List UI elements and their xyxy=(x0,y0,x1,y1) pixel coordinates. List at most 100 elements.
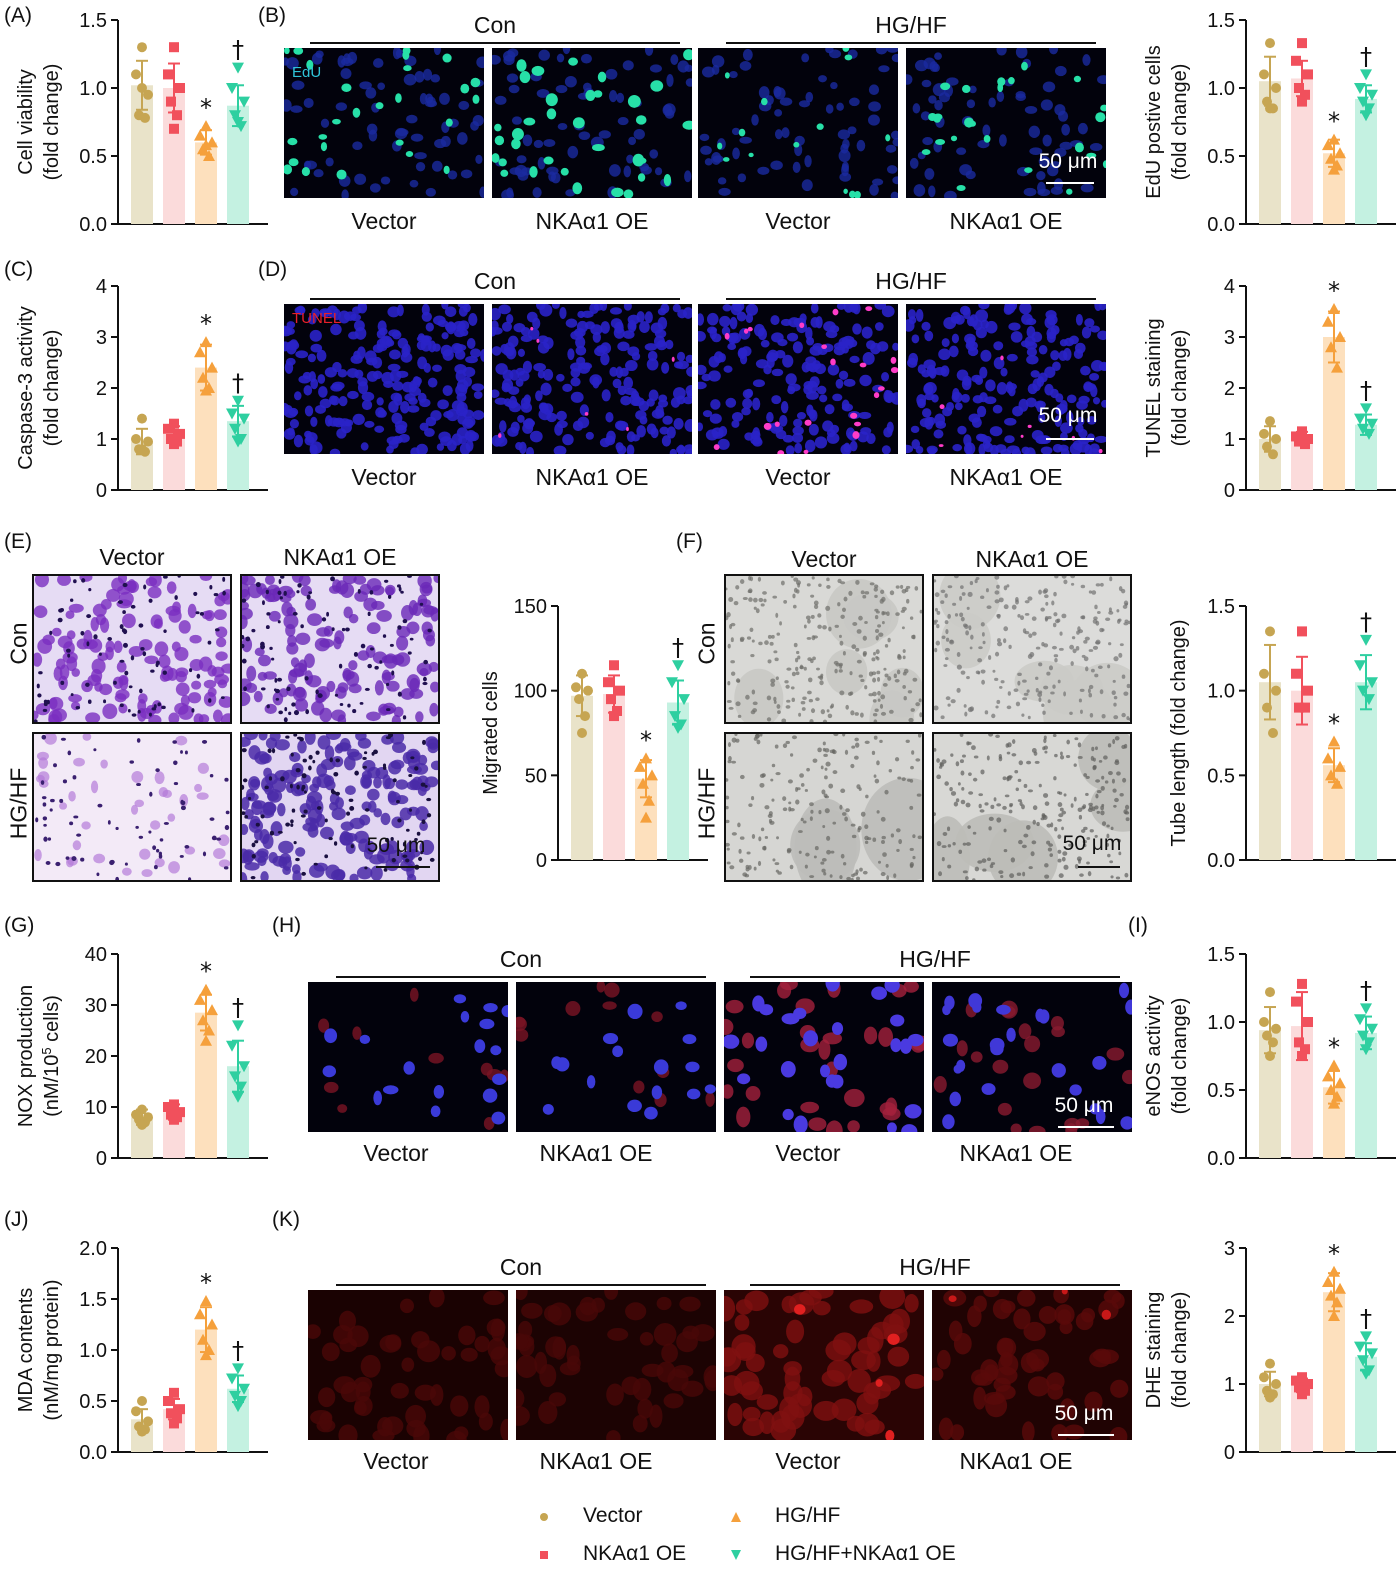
y-tick-label: 0.0 xyxy=(1207,850,1235,872)
micrograph-cell xyxy=(728,706,734,710)
micrograph-cell xyxy=(1042,746,1046,751)
significance-mark: * xyxy=(1328,1240,1340,1268)
micrograph-cell xyxy=(318,1387,336,1408)
tunel-image-con-oe xyxy=(492,304,692,454)
micrograph-cell xyxy=(764,805,770,810)
micrograph-cell xyxy=(986,857,991,862)
micrograph-cell xyxy=(766,352,778,363)
micrograph-cell xyxy=(391,412,403,425)
micrograph-cell xyxy=(936,758,940,763)
micrograph-cell xyxy=(492,1073,507,1085)
micrograph-cell xyxy=(1094,805,1099,810)
y-tick-label: 0.0 xyxy=(79,214,107,236)
micrograph-cell xyxy=(789,864,794,870)
micrograph-cell xyxy=(886,421,894,434)
micrograph-cell xyxy=(825,982,840,992)
micrograph-cell xyxy=(215,651,228,661)
micrograph-cell xyxy=(290,819,294,824)
micrograph-cell xyxy=(881,445,891,454)
micrograph-cell xyxy=(737,1073,751,1085)
micrograph-cell xyxy=(831,749,836,754)
data-point xyxy=(1262,1030,1272,1041)
legend: Vector NKAα1 OE HG/HF HG/HF+NKAα1 OE xyxy=(525,1500,1045,1570)
micrograph-cell xyxy=(1057,834,1062,839)
micrograph-cell xyxy=(385,736,391,740)
micrograph-cell xyxy=(960,799,966,805)
micrograph-cell xyxy=(338,663,343,669)
micrograph-cell xyxy=(517,348,525,358)
data-point xyxy=(1325,769,1337,781)
micrograph-cell xyxy=(841,607,846,613)
micrograph-cell xyxy=(996,803,1002,807)
micrograph-cell xyxy=(602,1001,617,1010)
micrograph-cell xyxy=(1006,705,1012,710)
micrograph-cell xyxy=(173,781,179,786)
micrograph-cell xyxy=(218,834,230,847)
micrograph-cell xyxy=(391,714,401,722)
micrograph-cell xyxy=(1100,785,1105,791)
data-point xyxy=(1297,978,1307,989)
micrograph-cell xyxy=(1101,1309,1112,1320)
micrograph-cell xyxy=(967,591,973,597)
micrograph-cell xyxy=(1004,794,1010,798)
micrograph-cell xyxy=(1064,1424,1085,1440)
micrograph-cell xyxy=(945,77,959,86)
micrograph-cell xyxy=(273,688,277,692)
micrograph-cell xyxy=(840,444,852,454)
micrograph-cell xyxy=(136,738,141,743)
label-oe: NKAα1 OE xyxy=(539,1140,653,1166)
micrograph-cell xyxy=(73,757,85,767)
micrograph-cell xyxy=(980,595,985,600)
micrograph-cell xyxy=(323,625,334,637)
micrograph-cell xyxy=(196,673,201,679)
micrograph-cell xyxy=(162,576,168,579)
micrograph-cell xyxy=(967,707,974,713)
micrograph-cell xyxy=(533,139,544,149)
micrograph-cell xyxy=(731,832,737,836)
micrograph-cell xyxy=(290,823,294,827)
micrograph-cell xyxy=(807,690,812,695)
micrograph-cell xyxy=(981,679,985,685)
micrograph-cell xyxy=(911,634,916,640)
micrograph-cell xyxy=(730,637,734,643)
micrograph-cell xyxy=(1107,743,1112,748)
micrograph-cell xyxy=(1026,689,1030,693)
micrograph-cell xyxy=(895,585,900,589)
micrograph-cell xyxy=(36,683,40,689)
micrograph-cell xyxy=(1004,435,1015,444)
panel-label-c: (C) xyxy=(4,258,34,281)
micrograph-cell xyxy=(409,808,412,812)
micrograph-cell xyxy=(293,710,300,716)
micrograph-cell xyxy=(536,88,550,98)
y-tick-label: 0.0 xyxy=(79,1442,107,1464)
micrograph-cell xyxy=(821,858,827,862)
micrograph-cell xyxy=(116,661,127,673)
micrograph-cell xyxy=(614,420,626,431)
data-point xyxy=(1322,1070,1334,1082)
micrograph-cell xyxy=(85,682,90,687)
micrograph-cell xyxy=(1077,756,1083,759)
micrograph-cell xyxy=(149,791,153,797)
data-point xyxy=(175,1107,185,1118)
micrograph-cell xyxy=(606,1383,624,1406)
micrograph-cell xyxy=(597,71,607,83)
micrograph-cell xyxy=(984,710,989,715)
data-point xyxy=(197,1014,209,1026)
micrograph-cell xyxy=(141,869,153,877)
micrograph-cell xyxy=(451,400,465,412)
micrograph-cell xyxy=(309,329,322,342)
micrograph-cell xyxy=(609,90,618,103)
bar xyxy=(195,367,217,490)
micrograph-cell xyxy=(529,166,538,178)
micrograph-cell xyxy=(266,612,271,616)
micrograph-cell xyxy=(808,409,816,420)
bar xyxy=(1323,153,1345,224)
micrograph-cell xyxy=(912,855,916,860)
micrograph-cell xyxy=(395,779,409,790)
micrograph-cell xyxy=(612,1045,624,1058)
micrograph-cell xyxy=(472,410,484,420)
micrograph-cell xyxy=(343,755,356,771)
micrograph-cell xyxy=(786,699,791,703)
micrograph-cell xyxy=(1063,691,1067,697)
micrograph-cell xyxy=(682,1034,697,1045)
